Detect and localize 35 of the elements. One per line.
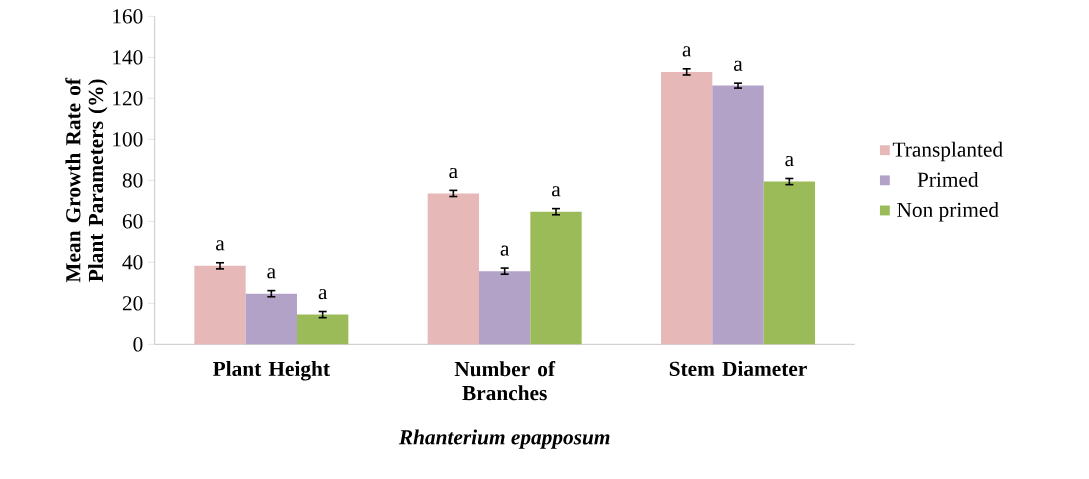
data-label: a (682, 46, 692, 57)
legend-label: Non primed (897, 202, 999, 222)
bar (661, 71, 713, 345)
bar (194, 265, 246, 345)
y-tick-label: 80 (122, 173, 143, 188)
y-tick-label: 0 (133, 337, 143, 352)
data-label: a (734, 60, 743, 71)
y-tick-label: 120 (113, 91, 143, 106)
y-tick-label: 20 (122, 296, 143, 311)
y-axis-title: Mean Growth Rate of Plant Parameters (%) (65, 77, 108, 283)
y-tick-label: 100 (113, 132, 143, 147)
data-label: a (267, 268, 276, 279)
data-label: a (500, 245, 510, 256)
x-tick-label: Stem Diameter (669, 361, 807, 377)
bar (427, 193, 479, 345)
data-label: a (318, 289, 328, 300)
y-tick-label: 140 (113, 50, 143, 65)
bar (297, 314, 349, 345)
bar (245, 293, 297, 345)
bar (530, 211, 582, 345)
x-tick-label: Plant Height (213, 361, 330, 381)
y-tick-label: 160 (113, 9, 143, 24)
x-axis-title: Rhanterium epapposum (398, 429, 610, 449)
data-label: a (449, 167, 458, 179)
legend-label: Primed (917, 171, 979, 187)
data-label: a (216, 240, 225, 251)
bar (763, 181, 816, 345)
y-tick-label: 40 (122, 255, 143, 270)
y-tick-label: 60 (122, 214, 143, 229)
bar (712, 85, 764, 345)
bar (479, 271, 531, 345)
data-label: a (552, 186, 561, 197)
x-tick-label: Number of Branches (454, 361, 556, 401)
legend-label: Transplanted (892, 141, 1003, 162)
data-label: a (785, 156, 794, 167)
